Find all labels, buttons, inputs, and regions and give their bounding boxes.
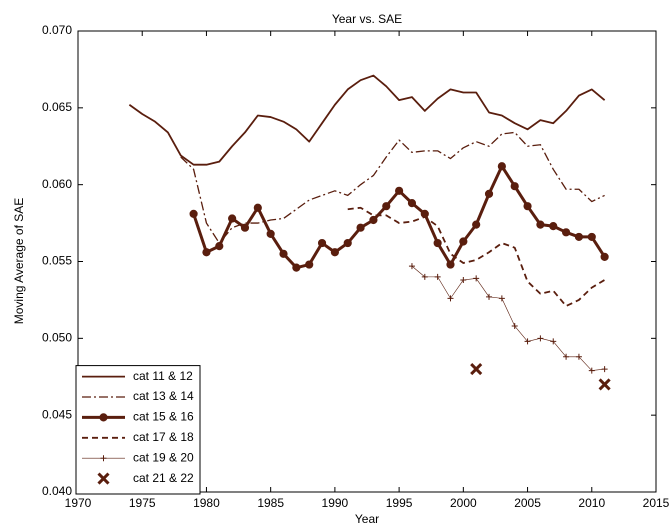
marker — [292, 263, 301, 272]
x-tick-label: 1985 — [257, 496, 284, 510]
marker — [97, 472, 110, 485]
marker — [484, 189, 494, 198]
series-line — [180, 131, 605, 244]
marker — [99, 413, 108, 422]
marker — [588, 367, 595, 374]
legend-label: cat 13 & 14 — [133, 389, 194, 403]
legend-label: cat 19 & 20 — [133, 450, 194, 464]
marker — [601, 366, 608, 373]
x-tick-label: 2015 — [643, 496, 670, 510]
marker — [279, 249, 288, 258]
y-axis-label: Moving Average of SAE — [12, 198, 26, 325]
legend-label: cat 15 & 16 — [133, 410, 194, 424]
y-tick-label: 0.045 — [42, 407, 72, 421]
marker — [561, 228, 571, 237]
x-axis-label: Year — [355, 512, 379, 526]
marker — [433, 238, 442, 248]
marker — [550, 338, 557, 345]
x-tick-label: 1980 — [193, 496, 220, 510]
marker — [240, 223, 250, 232]
x-tick-label: 2000 — [450, 496, 477, 510]
marker — [189, 209, 198, 218]
marker — [563, 353, 570, 360]
marker — [407, 199, 417, 208]
x-tick-label: 1970 — [65, 496, 92, 510]
marker — [524, 338, 531, 345]
marker — [600, 252, 609, 261]
marker — [460, 276, 467, 283]
marker — [266, 229, 275, 238]
marker — [434, 273, 441, 280]
marker — [510, 182, 519, 191]
x-tick-label: 2005 — [514, 496, 541, 510]
marker — [473, 275, 480, 282]
x-tick-label: 1990 — [322, 496, 349, 510]
legend-label: cat 17 & 18 — [133, 430, 194, 444]
x-tick-label: 1995 — [386, 496, 413, 510]
marker — [100, 455, 107, 462]
marker — [305, 260, 314, 269]
marker — [486, 293, 493, 300]
marker — [575, 353, 582, 360]
marker — [202, 248, 211, 257]
marker — [537, 335, 544, 342]
marker — [549, 222, 558, 231]
marker — [343, 238, 352, 248]
y-tick-label: 0.040 — [42, 484, 72, 498]
marker — [228, 214, 237, 223]
marker — [598, 378, 611, 391]
marker — [511, 323, 518, 330]
marker — [470, 363, 483, 376]
marker — [356, 223, 365, 232]
marker — [523, 202, 532, 211]
marker — [587, 232, 596, 242]
y-tick-label: 0.065 — [42, 100, 72, 114]
marker — [253, 203, 262, 212]
marker — [459, 237, 468, 246]
y-tick-label: 0.070 — [42, 23, 72, 37]
series-line — [128, 74, 606, 166]
legend-label: cat 11 & 12 — [133, 369, 193, 383]
marker — [382, 202, 391, 211]
marker — [536, 220, 545, 229]
marker — [574, 232, 584, 242]
marker — [447, 295, 454, 302]
y-tick-label: 0.055 — [42, 254, 72, 268]
legend-label: cat 21 & 22 — [133, 471, 194, 485]
y-tick-label: 0.060 — [42, 177, 72, 191]
marker — [472, 220, 481, 229]
marker — [498, 295, 505, 302]
series-line — [411, 265, 605, 371]
marker — [395, 186, 404, 195]
x-tick-label: 2010 — [578, 496, 605, 510]
y-tick-label: 0.050 — [42, 331, 72, 345]
marker — [330, 248, 339, 257]
chart-title: Year vs. SAE — [332, 12, 402, 26]
marker — [421, 273, 428, 280]
marker — [408, 263, 415, 270]
series-line — [347, 206, 606, 307]
x-tick-label: 1975 — [129, 496, 156, 510]
marker — [497, 162, 506, 171]
marker — [369, 215, 378, 225]
legend — [75, 365, 201, 495]
marker — [215, 242, 224, 251]
marker — [317, 238, 327, 248]
marker — [446, 260, 455, 269]
